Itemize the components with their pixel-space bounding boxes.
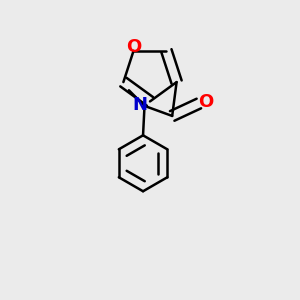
Text: N: N — [133, 96, 148, 114]
Text: O: O — [126, 38, 141, 56]
Text: O: O — [199, 93, 214, 111]
